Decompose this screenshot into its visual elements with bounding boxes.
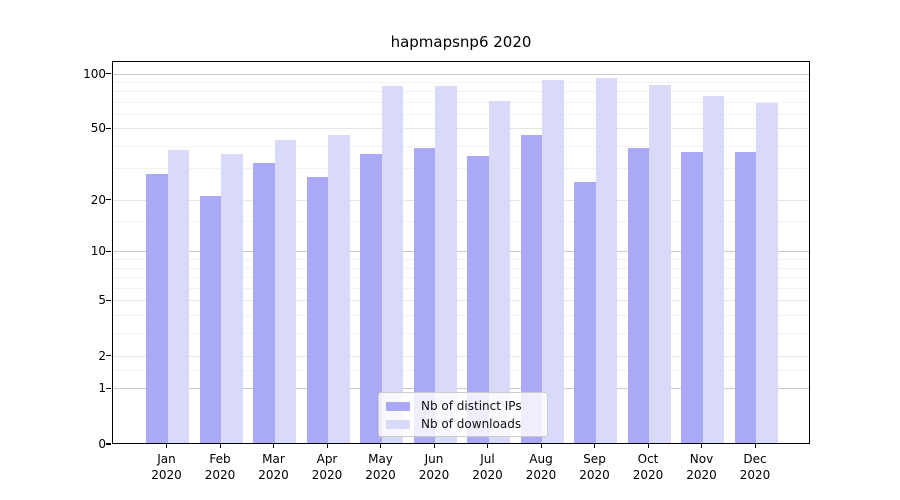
x-axis-tick-label: Jul 2020 bbox=[472, 452, 503, 482]
x-axis-tick-label: Sep 2020 bbox=[579, 452, 610, 482]
x-axis-tick-label: Oct 2020 bbox=[632, 452, 664, 482]
x-tick-mark bbox=[540, 444, 542, 448]
gridline bbox=[113, 370, 809, 372]
bar-jun-downloads bbox=[435, 86, 457, 443]
gridline bbox=[113, 168, 809, 170]
x-tick-mark bbox=[273, 444, 275, 448]
bar-may-ips bbox=[360, 154, 382, 443]
bar-feb-ips bbox=[199, 195, 221, 443]
gridline bbox=[113, 81, 809, 83]
x-tick-mark bbox=[487, 444, 489, 448]
gridline bbox=[113, 199, 809, 201]
bar-jul-ips bbox=[467, 156, 489, 443]
y-axis-tick-label: 100 bbox=[83, 66, 106, 81]
y-tick-mark bbox=[106, 299, 111, 301]
gridline bbox=[113, 101, 809, 103]
bar-aug-downloads bbox=[542, 80, 564, 443]
x-axis-tick-label: Dec 2020 bbox=[739, 452, 771, 482]
gridline bbox=[113, 251, 809, 253]
x-axis-tick-label: Jun 2020 bbox=[418, 452, 450, 482]
gridline bbox=[113, 145, 809, 147]
y-tick-mark bbox=[106, 443, 111, 445]
x-tick-mark bbox=[594, 444, 596, 448]
gridline bbox=[113, 332, 809, 334]
bar-sep-ips bbox=[574, 182, 596, 443]
bar-jan-downloads bbox=[167, 149, 189, 443]
gridline bbox=[113, 73, 809, 75]
y-tick-mark bbox=[106, 127, 111, 129]
y-tick-mark bbox=[106, 72, 111, 75]
bar-nov-ips bbox=[681, 151, 703, 443]
bar-dec-ips bbox=[734, 151, 756, 443]
legend-swatch-downloads bbox=[386, 419, 410, 429]
gridline bbox=[113, 355, 809, 357]
x-tick-mark bbox=[219, 444, 221, 448]
gridline bbox=[113, 259, 809, 261]
y-axis-tick-label: 10 bbox=[90, 244, 106, 259]
bar-jun-ips bbox=[413, 147, 435, 443]
bar-apr-ips bbox=[306, 176, 328, 443]
legend-item-distinct-ips: Nb of distinct IPs bbox=[386, 398, 539, 414]
y-axis-tick-label: 2 bbox=[98, 348, 106, 363]
gridline bbox=[113, 267, 809, 269]
bar-jul-downloads bbox=[488, 100, 510, 443]
x-tick-mark bbox=[647, 444, 649, 448]
y-tick-mark bbox=[106, 387, 111, 389]
bar-jan-ips bbox=[146, 173, 168, 443]
x-axis-tick-label: Aug 2020 bbox=[525, 452, 557, 482]
chart-title: hapmapsnp6 2020 bbox=[390, 33, 532, 51]
y-axis-tick-label: 50 bbox=[90, 121, 106, 136]
bar-apr-downloads bbox=[328, 134, 350, 443]
legend-swatch-distinct-ips bbox=[386, 401, 410, 411]
legend-item-downloads: Nb of downloads bbox=[386, 416, 539, 432]
y-tick-mark bbox=[106, 250, 111, 253]
y-axis-tick-label: 1 bbox=[98, 381, 106, 396]
x-axis-tick-label: Jan 2020 bbox=[151, 452, 182, 482]
bar-sep-downloads bbox=[595, 77, 617, 443]
x-tick-mark bbox=[326, 444, 328, 448]
bar-mar-ips bbox=[253, 163, 275, 443]
x-tick-mark bbox=[380, 444, 382, 448]
gridline bbox=[113, 287, 809, 289]
y-axis-tick-label: 20 bbox=[90, 192, 106, 207]
gridline bbox=[113, 128, 809, 130]
plot-area bbox=[112, 61, 810, 444]
gridline bbox=[113, 300, 809, 302]
bar-oct-ips bbox=[627, 147, 649, 443]
bar-dec-downloads bbox=[756, 102, 778, 443]
y-tick-mark bbox=[106, 198, 111, 201]
bar-nov-downloads bbox=[702, 96, 724, 443]
y-axis-tick-label: 0 bbox=[98, 437, 106, 451]
x-tick-mark bbox=[166, 444, 168, 448]
y-axis-tick-label: 5 bbox=[98, 293, 106, 308]
legend-label-downloads: Nb of downloads bbox=[421, 417, 522, 431]
gridline bbox=[113, 221, 809, 223]
gridline bbox=[113, 91, 809, 93]
x-tick-mark bbox=[754, 444, 756, 448]
y-tick-mark bbox=[106, 355, 111, 357]
bar-feb-downloads bbox=[221, 154, 243, 443]
gridline bbox=[113, 277, 809, 279]
x-axis-tick-label: May 2020 bbox=[365, 452, 396, 482]
x-tick-mark bbox=[701, 444, 703, 448]
bar-may-downloads bbox=[381, 86, 403, 443]
gridline bbox=[113, 388, 809, 390]
x-axis-tick-label: Feb 2020 bbox=[204, 452, 236, 482]
legend-label-distinct-ips: Nb of distinct IPs bbox=[421, 399, 522, 413]
bar-oct-downloads bbox=[649, 85, 671, 443]
gridline bbox=[113, 113, 809, 115]
x-axis-tick-label: Mar 2020 bbox=[258, 452, 289, 482]
bar-mar-downloads bbox=[274, 140, 296, 443]
x-axis-tick-label: Apr 2020 bbox=[311, 452, 343, 482]
x-tick-mark bbox=[433, 444, 435, 448]
x-axis-tick-label: Nov 2020 bbox=[686, 452, 717, 482]
legend: Nb of distinct IPs Nb of downloads bbox=[378, 392, 548, 437]
bar-aug-ips bbox=[520, 134, 542, 443]
gridline bbox=[113, 314, 809, 316]
